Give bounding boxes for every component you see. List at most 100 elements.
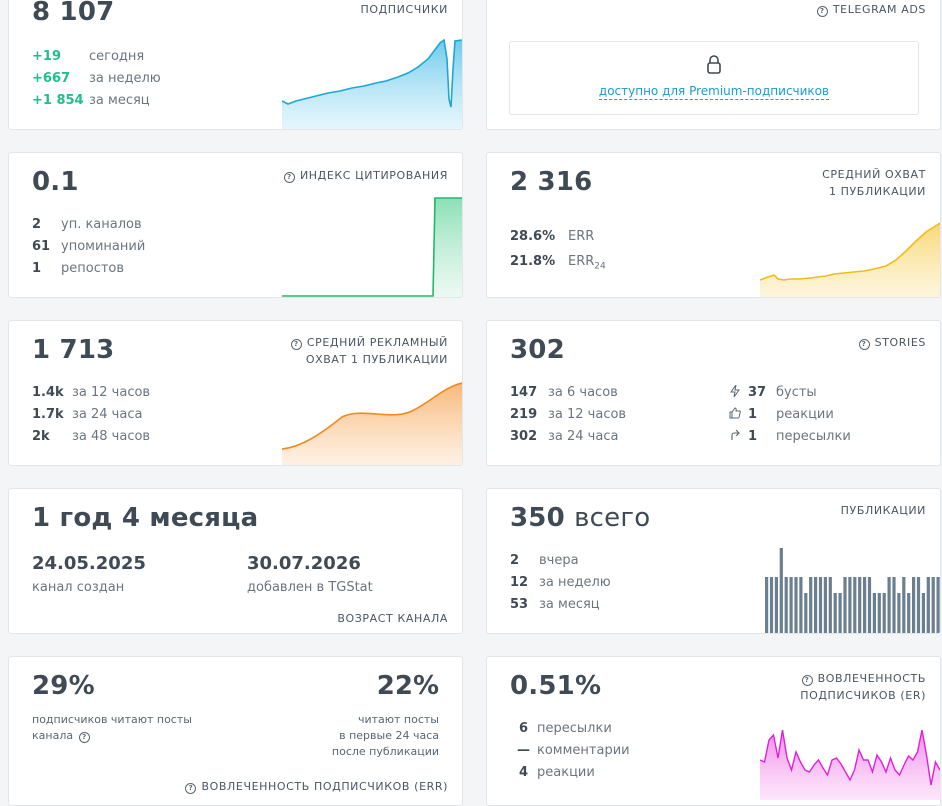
publications-bar	[804, 593, 808, 633]
publications-bar	[921, 593, 925, 633]
channel-age-card[interactable]: 1 год 4 месяца 24.05.2025 канал создан 3…	[8, 488, 463, 634]
added-date: 30.07.2026	[247, 553, 361, 574]
publications-week: 12 за неделю	[510, 575, 611, 590]
er-sparkline	[760, 729, 940, 800]
publications-bar	[897, 593, 901, 633]
publications-bar	[877, 593, 881, 633]
publications-bar	[907, 593, 911, 633]
er-value: 0.51%	[510, 671, 602, 701]
telegram-ads-card[interactable]: ? TELEGRAM ADS доступно для Premium-подпи…	[486, 0, 941, 130]
publications-bar	[828, 577, 832, 633]
publications-month: 53 за месяц	[510, 597, 600, 612]
err-row: 28.6% ERR	[510, 229, 595, 244]
average-reach-card[interactable]: 2 316 СРЕДНИЙ ОХВАТ 1 ПУБЛИКАЦИИ 28.6% ERR…	[486, 152, 941, 298]
question-icon: ?	[78, 732, 90, 743]
publications-bar	[794, 577, 798, 633]
subscribers-week: +667 за неделю	[32, 71, 161, 86]
question-icon: ?	[801, 675, 813, 686]
telegram-ads-title: ? TELEGRAM ADS	[816, 1, 926, 18]
stories-reactions: 1 реакции	[729, 404, 834, 426]
er-shares: 6 пересылки	[518, 721, 612, 736]
premium-lock-box[interactable]: доступно для Premium-подписчиков	[509, 41, 919, 115]
er-title: ? ВОВЛЕЧЕННОСТЬ ПОДПИСЧИКОВ (ER)	[800, 672, 926, 702]
publications-bar	[916, 577, 921, 633]
publications-bar	[765, 577, 769, 633]
publications-bar	[779, 548, 783, 633]
citation-index-value: 0.1	[32, 167, 79, 197]
publications-bar	[872, 593, 876, 633]
bolt-icon	[730, 384, 740, 398]
err24-row: 21.8% ERR24	[510, 254, 606, 272]
publications-bar-chart	[765, 548, 940, 633]
thumbs-up-icon	[729, 407, 741, 419]
publications-yesterday: 2 вчера	[510, 553, 579, 568]
stories-title: ? STORIES	[858, 334, 926, 351]
publications-bar	[892, 577, 896, 633]
er-reactions: 4 реакции	[518, 765, 595, 780]
premium-link[interactable]: доступно для Premium-подписчиков	[598, 84, 830, 100]
publications-bar	[774, 577, 778, 633]
stories-shares: 1 пересылки	[729, 426, 851, 448]
ad-reach-sparkline	[282, 382, 462, 465]
question-icon: ?	[858, 339, 870, 350]
stories-card[interactable]: 302 ? STORIES 147 за 6 часов 219 за 12 часо…	[486, 320, 941, 466]
publications-bar	[887, 577, 891, 633]
publications-bar	[818, 577, 823, 633]
publications-bar	[867, 577, 872, 633]
average-reach-title: СРЕДНИЙ ОХВАТ 1 ПУБЛИКАЦИИ	[822, 168, 926, 198]
publications-bar	[784, 577, 788, 633]
publications-bar	[838, 593, 842, 633]
publications-bar	[936, 577, 940, 633]
publications-bar	[848, 577, 852, 633]
publications-bar	[858, 577, 862, 633]
publications-bar	[853, 577, 857, 633]
citation-mentions: 61 упоминаний	[32, 239, 146, 254]
subscribers-today: +19 сегодня	[32, 49, 145, 64]
subscribers-sparkline	[282, 38, 462, 129]
created-label: канал создан	[32, 580, 125, 595]
subscribers-title: ПОДПИСЧИКИ	[360, 3, 448, 16]
citation-sparkline	[282, 197, 462, 297]
publications-bar	[843, 577, 847, 633]
publications-bar	[789, 577, 793, 633]
question-icon: ?	[816, 6, 828, 17]
err-left-text: подписчиков читают посты канала ?	[32, 713, 192, 743]
added-label: добавлен в TGStat	[247, 580, 373, 595]
publications-bar	[814, 577, 818, 633]
publications-bar	[769, 577, 774, 633]
publications-bar	[823, 577, 827, 633]
ad-reach-48h: 2k за 48 часов	[32, 429, 151, 444]
publications-bar	[809, 577, 813, 633]
share-icon	[731, 429, 740, 440]
question-icon: ?	[290, 339, 302, 350]
err-title: ? ВОВЛЕЧЕННОСТЬ ПОДПИСЧИКОВ (ERR)	[185, 778, 448, 795]
err-card[interactable]: 29% подписчиков читают посты канала ? 22%…	[8, 656, 463, 806]
publications-bar	[931, 577, 935, 633]
ad-reach-card[interactable]: 1 713 ? СРЕДНИЙ РЕКЛАМНЫЙ ОХВАТ 1 ПУБЛИКАЦ…	[8, 320, 463, 466]
er-card[interactable]: 0.51% ? ВОВЛЕЧЕННОСТЬ ПОДПИСЧИКОВ (ER) 6 пе…	[486, 656, 941, 806]
stories-24h: 302 за 24 часа	[510, 429, 619, 444]
citation-index-card[interactable]: 0.1 ? ИНДЕКС ЦИТИРОВАНИЯ 2 уп. каналов 61 у…	[8, 152, 463, 298]
created-date: 24.05.2025	[32, 553, 146, 574]
publications-value: 350 всего	[510, 503, 651, 533]
publications-title: ПУБЛИКАЦИИ	[840, 504, 926, 517]
ad-reach-value: 1 713	[32, 335, 115, 365]
stories-12h: 219 за 12 часов	[510, 407, 627, 422]
publications-bar	[912, 577, 916, 633]
ad-reach-12h: 1.4k за 12 часов	[32, 385, 151, 400]
publications-bar	[863, 577, 867, 633]
channel-age-value: 1 год 4 месяца	[32, 503, 259, 533]
stories-6h: 147 за 6 часов	[510, 385, 618, 400]
average-reach-sparkline	[760, 222, 940, 297]
err-right-text: читают посты в первые 24 часа после публик…	[331, 713, 439, 758]
publications-bar	[799, 577, 803, 633]
stories-value: 302	[510, 335, 565, 365]
stories-boosts: 37 бусты	[729, 382, 817, 404]
question-icon: ?	[283, 172, 295, 183]
err-right-value: 22%	[376, 671, 439, 701]
subscribers-month: +1 854 за месяц	[32, 93, 150, 108]
ad-reach-title: ? СРЕДНИЙ РЕКЛАМНЫЙ ОХВАТ 1 ПУБЛИКАЦИИ	[290, 334, 448, 368]
publications-card[interactable]: 350 всего ПУБЛИКАЦИИ 2 вчера 12 за неделю …	[486, 488, 941, 634]
subscribers-card[interactable]: 8 107 ПОДПИСЧИКИ +19 сегодня +667 за недел…	[8, 0, 463, 130]
er-comments: — комментарии	[517, 743, 630, 758]
